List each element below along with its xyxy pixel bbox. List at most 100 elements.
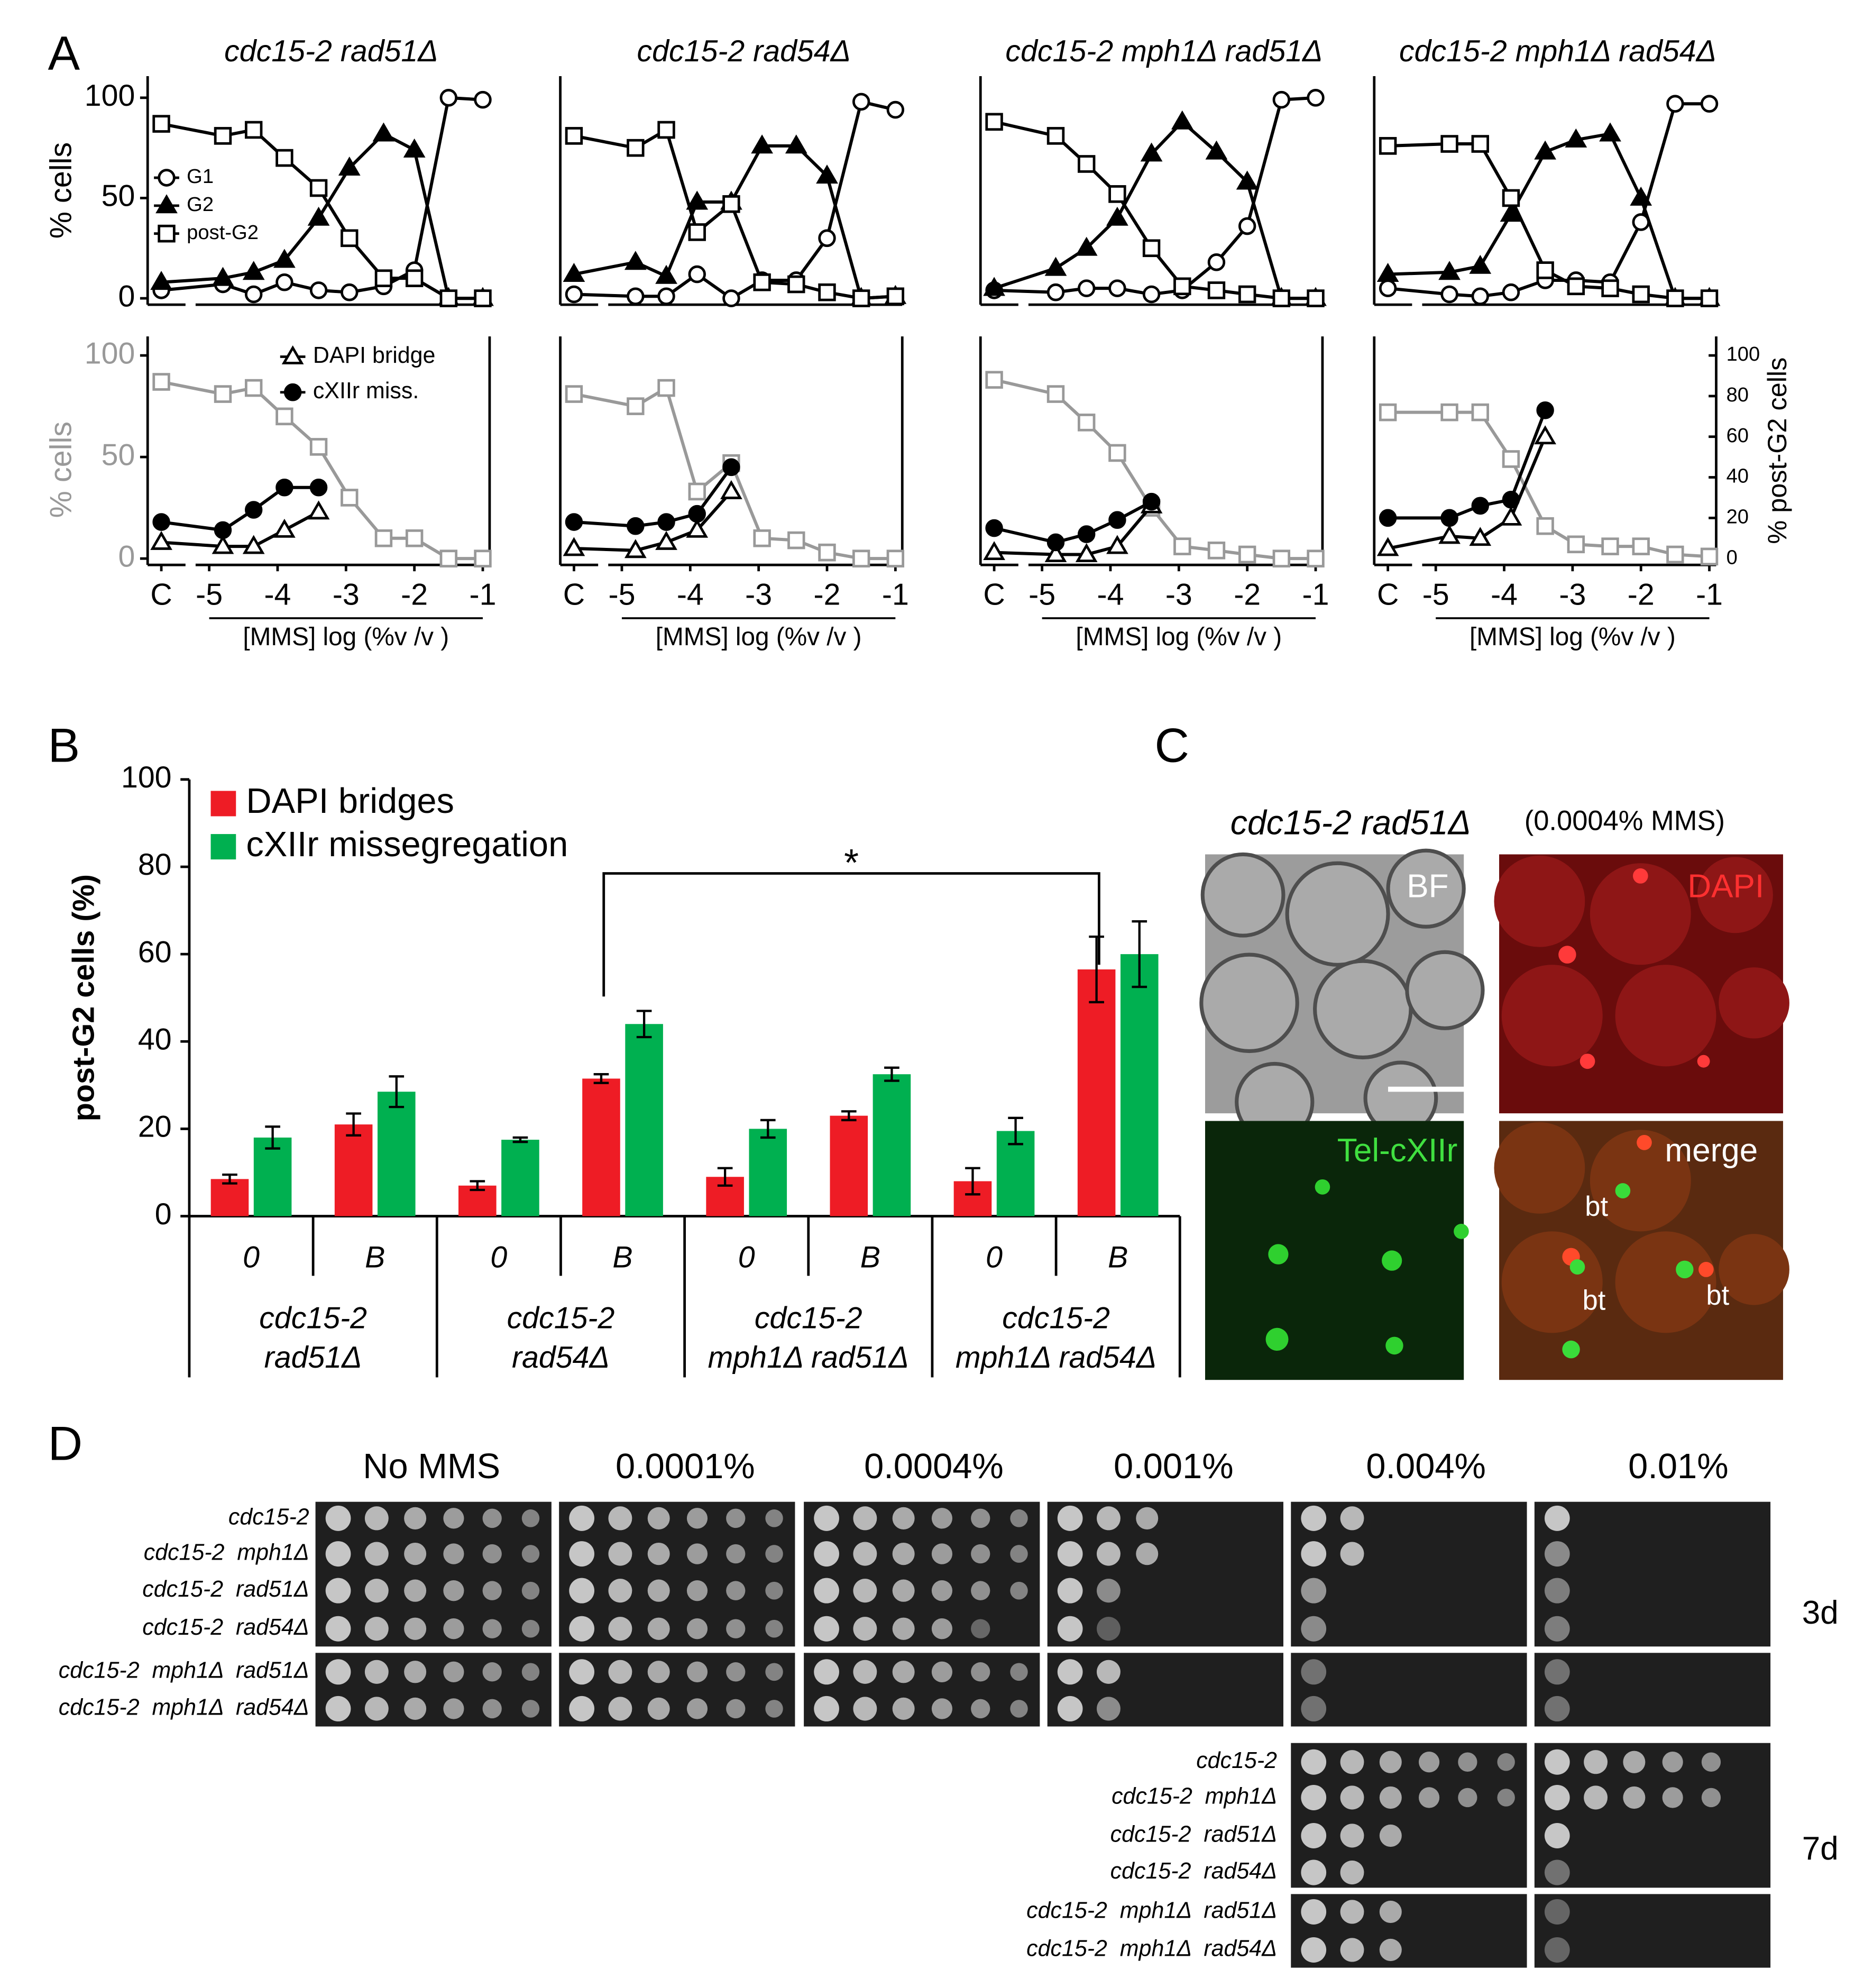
- colony-spot: [1057, 1505, 1083, 1531]
- x-tick-label: B: [365, 1240, 385, 1274]
- marker: [1469, 527, 1492, 546]
- marker: [1272, 549, 1291, 567]
- colony-spot: [1662, 1752, 1683, 1773]
- marker: [1106, 535, 1128, 554]
- plate: [1534, 1743, 1771, 1888]
- legend-label: DAPI bridge: [313, 343, 436, 368]
- y-tick-label: 0: [118, 539, 135, 573]
- colony-spot: [482, 1544, 502, 1564]
- colony-spot: [325, 1616, 351, 1642]
- group-label: rad54Δ: [512, 1341, 610, 1375]
- marker: [309, 281, 328, 299]
- marker: [212, 535, 234, 554]
- marker: [655, 264, 677, 284]
- colony-spot: [853, 1660, 877, 1684]
- plate: [1534, 1501, 1771, 1647]
- strain-label: cdc15-2 rad51Δ: [142, 1577, 309, 1602]
- marker: [1376, 263, 1399, 282]
- colony-spot: [325, 1541, 351, 1567]
- tel-image: [1205, 1121, 1469, 1380]
- marker: [152, 513, 170, 531]
- marker: [1078, 155, 1096, 173]
- marker: [722, 458, 740, 477]
- colony-spot: [853, 1506, 877, 1531]
- y2-tick-label: 60: [1727, 424, 1749, 447]
- colony-spot: [814, 1578, 839, 1604]
- bracket: [602, 872, 1100, 997]
- marker: [338, 157, 361, 176]
- x-tick-label: -3: [1559, 578, 1586, 611]
- marker: [474, 549, 492, 567]
- colony-spot: [364, 1579, 389, 1603]
- colony-spot: [482, 1581, 502, 1600]
- series-line: [1388, 436, 1547, 550]
- colony-spot: [482, 1508, 502, 1528]
- colony-spot: [765, 1545, 783, 1563]
- marker: [1471, 403, 1489, 422]
- marker: [1238, 285, 1256, 304]
- marker: [852, 289, 870, 307]
- x-tick-label: -1: [882, 578, 909, 611]
- marker: [1140, 142, 1163, 162]
- colony-spot: [892, 1579, 915, 1602]
- x-tick-label: -4: [1491, 578, 1518, 611]
- group-label: cdc15-2: [507, 1301, 615, 1335]
- colony-spot: [404, 1579, 427, 1602]
- marker: [787, 531, 805, 549]
- strain-label: cdc15-2 mph1Δ rad54Δ: [1026, 1936, 1277, 1961]
- y-label: % cells: [44, 422, 78, 518]
- error-bar: [717, 1167, 733, 1187]
- plate: [315, 1653, 552, 1727]
- colony-spot: [686, 1508, 708, 1529]
- strain-label: cdc15-2 mph1Δ rad54Δ: [59, 1694, 309, 1720]
- colony-spot: [1136, 1542, 1159, 1565]
- x-tick-label: -5: [196, 578, 223, 611]
- colony-spot: [1136, 1507, 1159, 1529]
- chart-title: cdc15-2 mph1Δ rad54Δ: [1399, 34, 1716, 68]
- marker: [405, 269, 424, 287]
- marker: [1438, 525, 1461, 544]
- colony-spot: [1544, 1784, 1570, 1810]
- colony-spot: [482, 1699, 502, 1719]
- colony-spot: [892, 1542, 915, 1565]
- marker: [1379, 403, 1397, 422]
- marker: [403, 138, 426, 158]
- series-line: [573, 386, 896, 561]
- colony-spot: [971, 1581, 990, 1600]
- colony-spot: [853, 1617, 877, 1641]
- marker: [1142, 285, 1161, 304]
- marker: [1171, 110, 1193, 130]
- marker: [307, 206, 330, 226]
- marker: [1078, 414, 1096, 432]
- legend-label: cXIIr miss.: [313, 378, 419, 404]
- colony-spot: [814, 1505, 839, 1531]
- colony-spot: [814, 1696, 839, 1721]
- colony-spot: [1623, 1751, 1646, 1773]
- marker: [753, 529, 771, 547]
- legend-label: G1: [187, 165, 214, 188]
- colony-spot: [647, 1617, 670, 1640]
- marker: [983, 277, 1005, 296]
- marker: [1376, 537, 1399, 556]
- marker: [1440, 403, 1458, 422]
- marker: [818, 543, 836, 562]
- marker: [1236, 170, 1259, 190]
- strain-label: cdc15-2 mph1Δ rad51Δ: [59, 1658, 309, 1683]
- marker: [1471, 135, 1489, 153]
- colony-spot: [1458, 1788, 1477, 1808]
- marker: [787, 275, 805, 294]
- marker: [722, 195, 740, 213]
- marker: [785, 134, 807, 154]
- error-bar: [389, 1075, 405, 1108]
- colony-spot: [443, 1580, 464, 1601]
- colony-spot: [1340, 1542, 1364, 1566]
- x-tick-label: C: [150, 578, 172, 611]
- colony-spot: [647, 1661, 670, 1683]
- day-label: 3d: [1802, 1595, 1839, 1631]
- colony-spot: [1010, 1581, 1028, 1600]
- series-line: [574, 99, 896, 300]
- series-line: [161, 132, 483, 300]
- marker: [1238, 545, 1256, 564]
- y2-tick-label: 80: [1727, 383, 1749, 406]
- colony-spot: [1544, 1616, 1570, 1642]
